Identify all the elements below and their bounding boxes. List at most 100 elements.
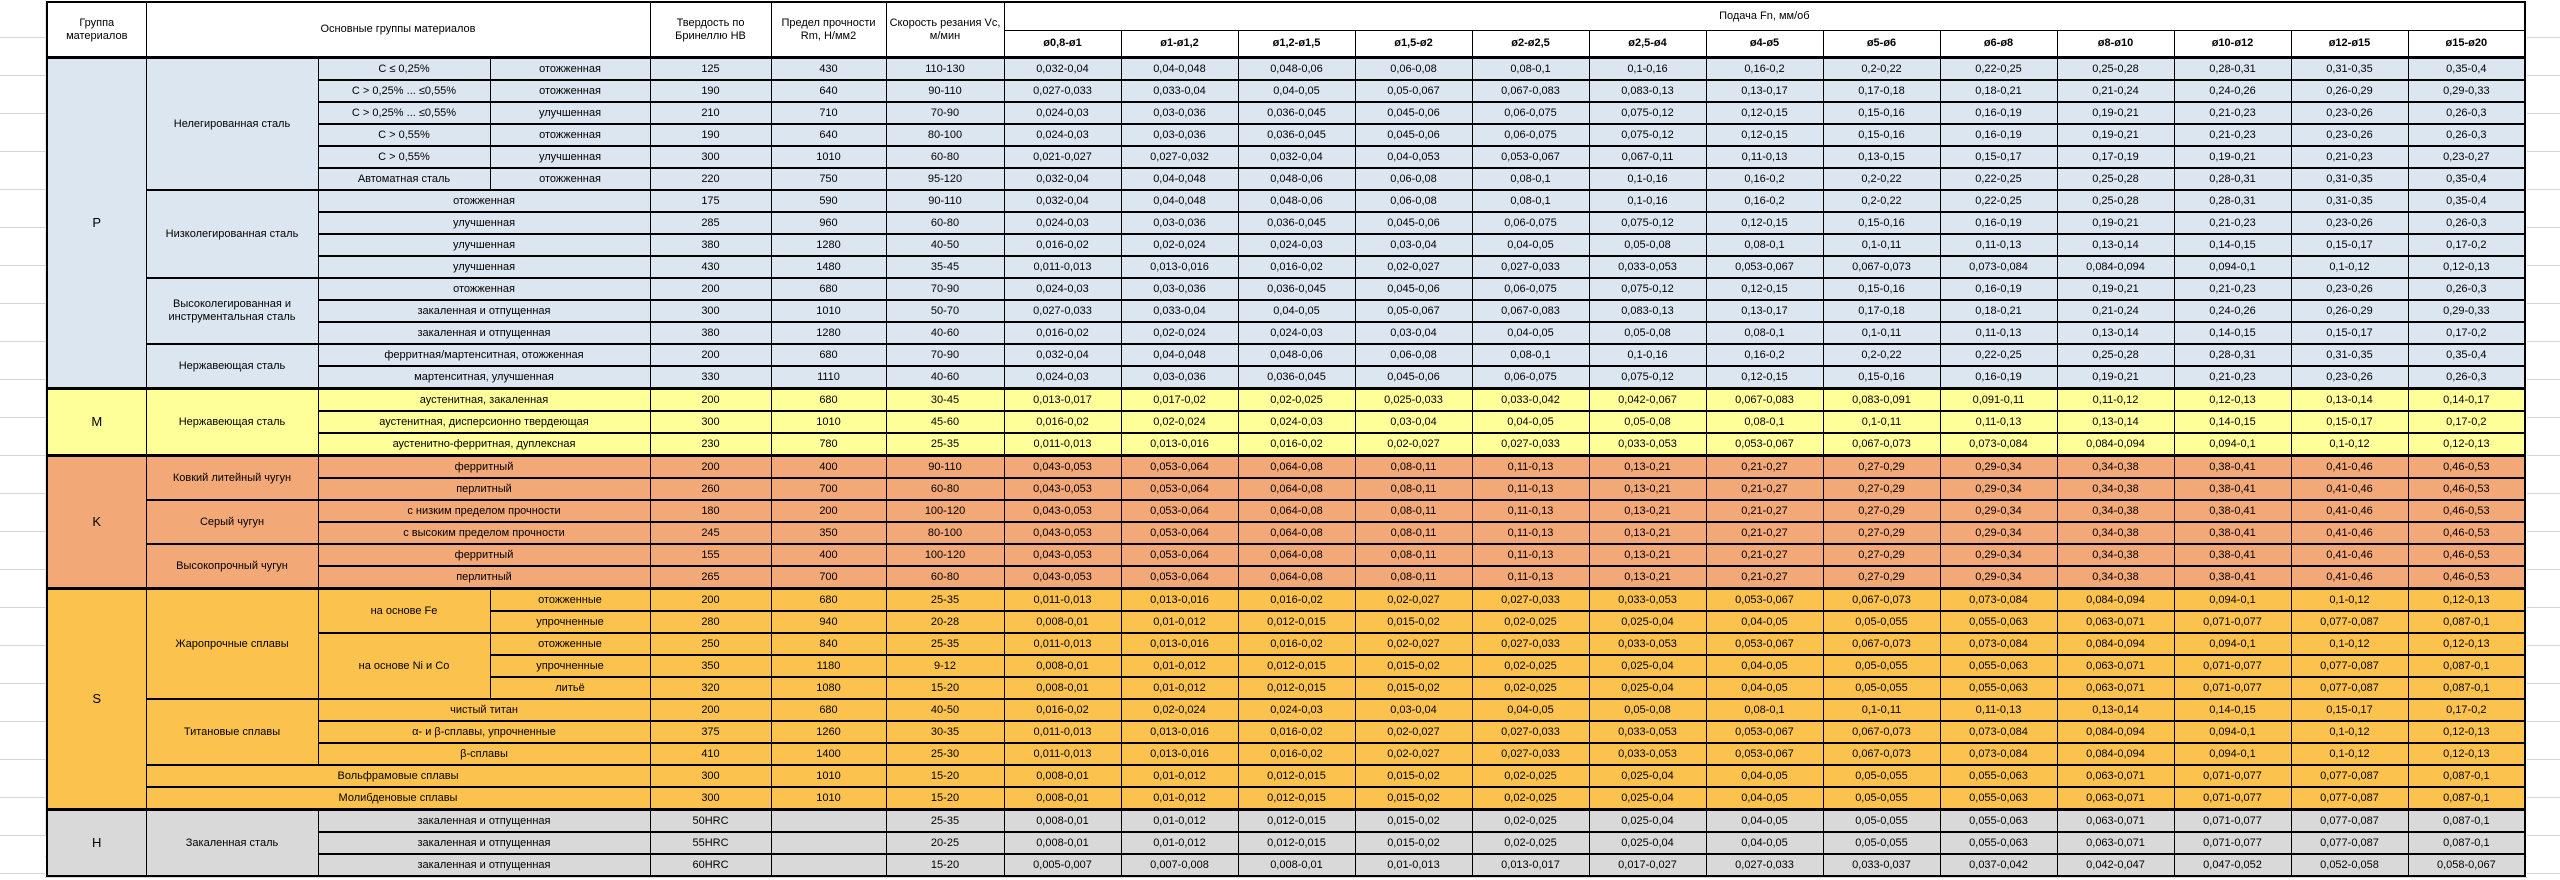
feed-value-cell[interactable]: 0,14-0,17 bbox=[2407, 387, 2526, 412]
material-state-cell[interactable]: закаленная и отпущенная bbox=[317, 808, 651, 833]
feed-value-cell[interactable]: 0,04-0,05 bbox=[1471, 410, 1590, 434]
cutting-speed-value-cell[interactable]: 15-20 bbox=[885, 853, 1005, 877]
feed-value-cell[interactable]: 0,1-0,11 bbox=[1822, 410, 1941, 434]
feed-value-cell[interactable]: 0,087-0,1 bbox=[2407, 786, 2526, 811]
strength-value-cell[interactable]: 780 bbox=[770, 432, 887, 457]
feed-value-cell[interactable]: 0,084-0,094 bbox=[2056, 720, 2175, 744]
feed-value-cell[interactable]: 0,05-0,08 bbox=[1588, 698, 1707, 722]
feed-value-cell[interactable]: 0,13-0,14 bbox=[2056, 321, 2175, 345]
feed-value-cell[interactable]: 0,13-0,14 bbox=[2056, 410, 2175, 434]
strength-value-cell[interactable]: 1110 bbox=[770, 365, 887, 390]
feed-value-cell[interactable]: 0,26-0,29 bbox=[2290, 299, 2409, 323]
feed-value-cell[interactable]: 0,016-0,02 bbox=[1237, 720, 1356, 744]
feed-value-cell[interactable]: 0,01-0,012 bbox=[1120, 676, 1239, 700]
feed-value-cell[interactable]: 0,02-0,025 bbox=[1237, 387, 1356, 412]
feed-value-cell[interactable]: 0,04-0,05 bbox=[1705, 654, 1824, 678]
feed-value-cell[interactable]: 0,28-0,31 bbox=[2173, 343, 2292, 367]
material-family-cell[interactable]: Нержавеющая сталь bbox=[145, 343, 319, 390]
feed-value-cell[interactable]: 0,15-0,16 bbox=[1822, 123, 1941, 147]
feed-value-cell[interactable]: 0,075-0,12 bbox=[1588, 277, 1707, 301]
feed-value-cell[interactable]: 0,04-0,048 bbox=[1120, 343, 1239, 367]
feed-value-cell[interactable]: 0,058-0,067 bbox=[2407, 853, 2526, 877]
header-diameter-range[interactable]: ø12-ø15 bbox=[2290, 30, 2409, 58]
cutting-speed-value-cell[interactable]: 40-60 bbox=[885, 365, 1005, 390]
feed-value-cell[interactable]: 0,03-0,04 bbox=[1354, 233, 1473, 257]
strength-value-cell[interactable]: 590 bbox=[770, 189, 887, 213]
feed-value-cell[interactable]: 0,21-0,23 bbox=[2173, 365, 2292, 390]
strength-value-cell[interactable]: 1010 bbox=[770, 299, 887, 323]
feed-value-cell[interactable]: 0,063-0,071 bbox=[2056, 786, 2175, 811]
feed-value-cell[interactable]: 0,013-0,016 bbox=[1120, 720, 1239, 744]
feed-value-cell[interactable]: 0,02-0,027 bbox=[1354, 255, 1473, 279]
strength-value-cell[interactable]: 1010 bbox=[770, 764, 887, 788]
hardness-value-cell[interactable]: 190 bbox=[649, 79, 772, 103]
cutting-speed-value-cell[interactable]: 95-120 bbox=[885, 167, 1005, 191]
hardness-value-cell[interactable]: 380 bbox=[649, 233, 772, 257]
feed-value-cell[interactable]: 0,04-0,05 bbox=[1471, 698, 1590, 722]
feed-value-cell[interactable]: 0,25-0,28 bbox=[2056, 167, 2175, 191]
feed-value-cell[interactable]: 0,16-0,19 bbox=[1939, 211, 2058, 235]
feed-value-cell[interactable]: 0,23-0,26 bbox=[2290, 211, 2409, 235]
feed-value-cell[interactable]: 0,34-0,38 bbox=[2056, 454, 2175, 479]
strength-value-cell[interactable]: 1280 bbox=[770, 321, 887, 345]
material-state-cell[interactable]: отожженные bbox=[489, 587, 651, 612]
feed-value-cell[interactable]: 0,17-0,18 bbox=[1822, 299, 1941, 323]
header-tensile-strength[interactable]: Предел прочности Rm, Н/мм2 bbox=[770, 1, 887, 58]
feed-value-cell[interactable]: 0,033-0,053 bbox=[1588, 587, 1707, 612]
feed-value-cell[interactable]: 0,17-0,2 bbox=[2407, 410, 2526, 434]
hardness-value-cell[interactable]: 60HRC bbox=[649, 853, 772, 877]
hardness-value-cell[interactable]: 210 bbox=[649, 101, 772, 125]
feed-value-cell[interactable]: 0,08-0,1 bbox=[1471, 56, 1590, 81]
feed-value-cell[interactable]: 0,05-0,08 bbox=[1588, 410, 1707, 434]
feed-value-cell[interactable]: 0,015-0,02 bbox=[1354, 610, 1473, 634]
feed-value-cell[interactable]: 0,017-0,027 bbox=[1588, 853, 1707, 877]
feed-value-cell[interactable]: 0,033-0,042 bbox=[1471, 387, 1590, 412]
header-diameter-range[interactable]: ø2-ø2,5 bbox=[1471, 30, 1590, 58]
feed-value-cell[interactable]: 0,053-0,067 bbox=[1471, 145, 1590, 169]
feed-value-cell[interactable]: 0,084-0,094 bbox=[2056, 632, 2175, 656]
strength-value-cell[interactable]: 1400 bbox=[770, 742, 887, 766]
group-letter-cell[interactable]: H bbox=[46, 808, 147, 877]
feed-value-cell[interactable]: 0,08-0,1 bbox=[1705, 698, 1824, 722]
hardness-value-cell[interactable]: 200 bbox=[649, 587, 772, 612]
feed-value-cell[interactable]: 0,08-0,1 bbox=[1471, 189, 1590, 213]
material-state-cell[interactable]: закаленная и отпущенная bbox=[317, 321, 651, 345]
feed-value-cell[interactable]: 0,12-0,13 bbox=[2407, 432, 2526, 457]
feed-value-cell[interactable]: 0,053-0,064 bbox=[1120, 499, 1239, 523]
feed-value-cell[interactable]: 0,084-0,094 bbox=[2056, 742, 2175, 766]
feed-value-cell[interactable]: 0,08-0,11 bbox=[1354, 454, 1473, 479]
header-diameter-range[interactable]: ø10-ø12 bbox=[2173, 30, 2292, 58]
material-family-cell[interactable]: Высокопрочный чугун bbox=[145, 543, 319, 590]
feed-value-cell[interactable]: 0,087-0,1 bbox=[2407, 764, 2526, 788]
feed-value-cell[interactable]: 0,027-0,033 bbox=[1471, 742, 1590, 766]
feed-value-cell[interactable]: 0,03-0,04 bbox=[1354, 321, 1473, 345]
feed-value-cell[interactable]: 0,41-0,46 bbox=[2290, 565, 2409, 590]
feed-value-cell[interactable]: 0,015-0,02 bbox=[1354, 654, 1473, 678]
feed-value-cell[interactable]: 0,011-0,013 bbox=[1003, 742, 1122, 766]
header-diameter-range[interactable]: ø2,5-ø4 bbox=[1588, 30, 1707, 58]
cutting-speed-value-cell[interactable]: 40-60 bbox=[885, 321, 1005, 345]
feed-value-cell[interactable]: 0,08-0,11 bbox=[1354, 521, 1473, 545]
strength-value-cell[interactable]: 430 bbox=[770, 56, 887, 81]
feed-value-cell[interactable]: 0,02-0,025 bbox=[1471, 764, 1590, 788]
feed-value-cell[interactable]: 0,071-0,077 bbox=[2173, 676, 2292, 700]
feed-value-cell[interactable]: 0,12-0,13 bbox=[2407, 742, 2526, 766]
feed-value-cell[interactable]: 0,08-0,1 bbox=[1471, 343, 1590, 367]
hardness-value-cell[interactable]: 265 bbox=[649, 565, 772, 590]
feed-value-cell[interactable]: 0,013-0,016 bbox=[1120, 432, 1239, 457]
hardness-value-cell[interactable]: 375 bbox=[649, 720, 772, 744]
strength-value-cell[interactable]: 200 bbox=[770, 499, 887, 523]
material-state-cell[interactable]: мартенситная, улучшенная bbox=[317, 365, 651, 390]
cutting-speed-value-cell[interactable]: 15-20 bbox=[885, 786, 1005, 811]
header-diameter-range[interactable]: ø15-ø20 bbox=[2407, 30, 2526, 58]
feed-value-cell[interactable]: 0,012-0,015 bbox=[1237, 610, 1356, 634]
feed-value-cell[interactable]: 0,16-0,19 bbox=[1939, 365, 2058, 390]
material-state-cell[interactable]: упрочненные bbox=[489, 654, 651, 678]
feed-value-cell[interactable]: 0,005-0,007 bbox=[1003, 853, 1122, 877]
feed-value-cell[interactable]: 0,18-0,21 bbox=[1939, 79, 2058, 103]
hardness-value-cell[interactable]: 200 bbox=[649, 698, 772, 722]
feed-value-cell[interactable]: 0,043-0,053 bbox=[1003, 565, 1122, 590]
feed-value-cell[interactable]: 0,04-0,05 bbox=[1237, 299, 1356, 323]
feed-value-cell[interactable]: 0,073-0,084 bbox=[1939, 720, 2058, 744]
feed-value-cell[interactable]: 0,016-0,02 bbox=[1003, 410, 1122, 434]
